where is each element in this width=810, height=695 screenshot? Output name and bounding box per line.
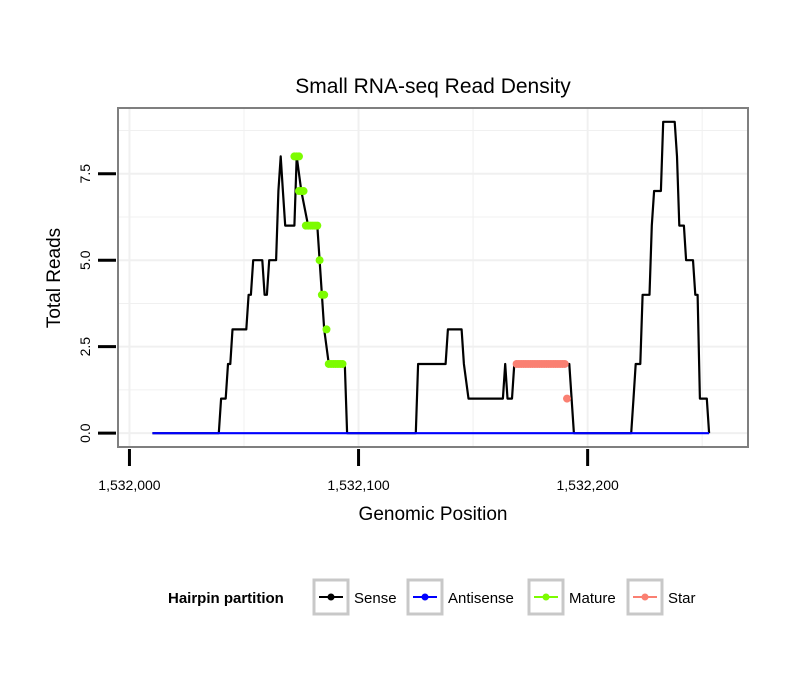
y-axis-label: Total Reads — [44, 228, 65, 328]
x-tick-label: 1,532,000 — [98, 477, 160, 493]
y-tick-label: 7.5 — [77, 164, 93, 184]
legend-label-star: Star — [668, 590, 696, 607]
y-tick-label: 5.0 — [77, 250, 93, 270]
x-tick-label: 1,532,200 — [556, 477, 618, 493]
sense-series-line — [152, 120, 711, 435]
star-data-point — [563, 394, 572, 403]
legend-entries: Sense Antisense Mature Star — [312, 578, 696, 616]
panel-border — [117, 107, 749, 448]
mature-data-point — [338, 359, 347, 368]
legend-entry-antisense: Antisense — [406, 578, 514, 616]
x-axis-label: Genomic Position — [359, 504, 508, 525]
y-tick-label: 2.5 — [77, 337, 93, 357]
grid-layer — [118, 108, 748, 447]
legend-label-antisense: Antisense — [448, 590, 514, 607]
legend-label-mature: Mature — [569, 590, 616, 607]
x-tick-label: 1,532,100 — [327, 477, 389, 493]
legend-key-point-antisense — [421, 593, 429, 601]
mature-data-point — [313, 221, 322, 230]
star-data-point — [560, 359, 569, 368]
legend-key-point-sense — [327, 593, 335, 601]
y-tick-label: 0.0 — [77, 423, 93, 443]
legend-title: Hairpin partition — [168, 590, 284, 607]
mature-data-point — [299, 187, 308, 196]
legend-label-sense: Sense — [354, 590, 397, 607]
mature-data-point — [315, 256, 324, 265]
mature-data-point — [294, 152, 303, 161]
chart-title: Small RNA-seq Read Density — [295, 75, 571, 98]
legend-entry-sense: Sense — [312, 578, 397, 616]
mature-data-point — [322, 325, 331, 334]
legend: Hairpin partition Sense Antisense Mature St… — [168, 578, 696, 616]
mature-data-point — [320, 290, 329, 299]
legend-key-point-mature — [542, 593, 550, 601]
series-layer — [152, 120, 711, 435]
legend-key-point-star — [641, 593, 649, 601]
legend-entry-mature: Mature — [527, 578, 616, 616]
legend-entry-star: Star — [626, 578, 696, 616]
axis-layer: 0.0 2.5 5.0 7.5 1,532,000 1,532,100 1,532,200 — [77, 164, 619, 493]
